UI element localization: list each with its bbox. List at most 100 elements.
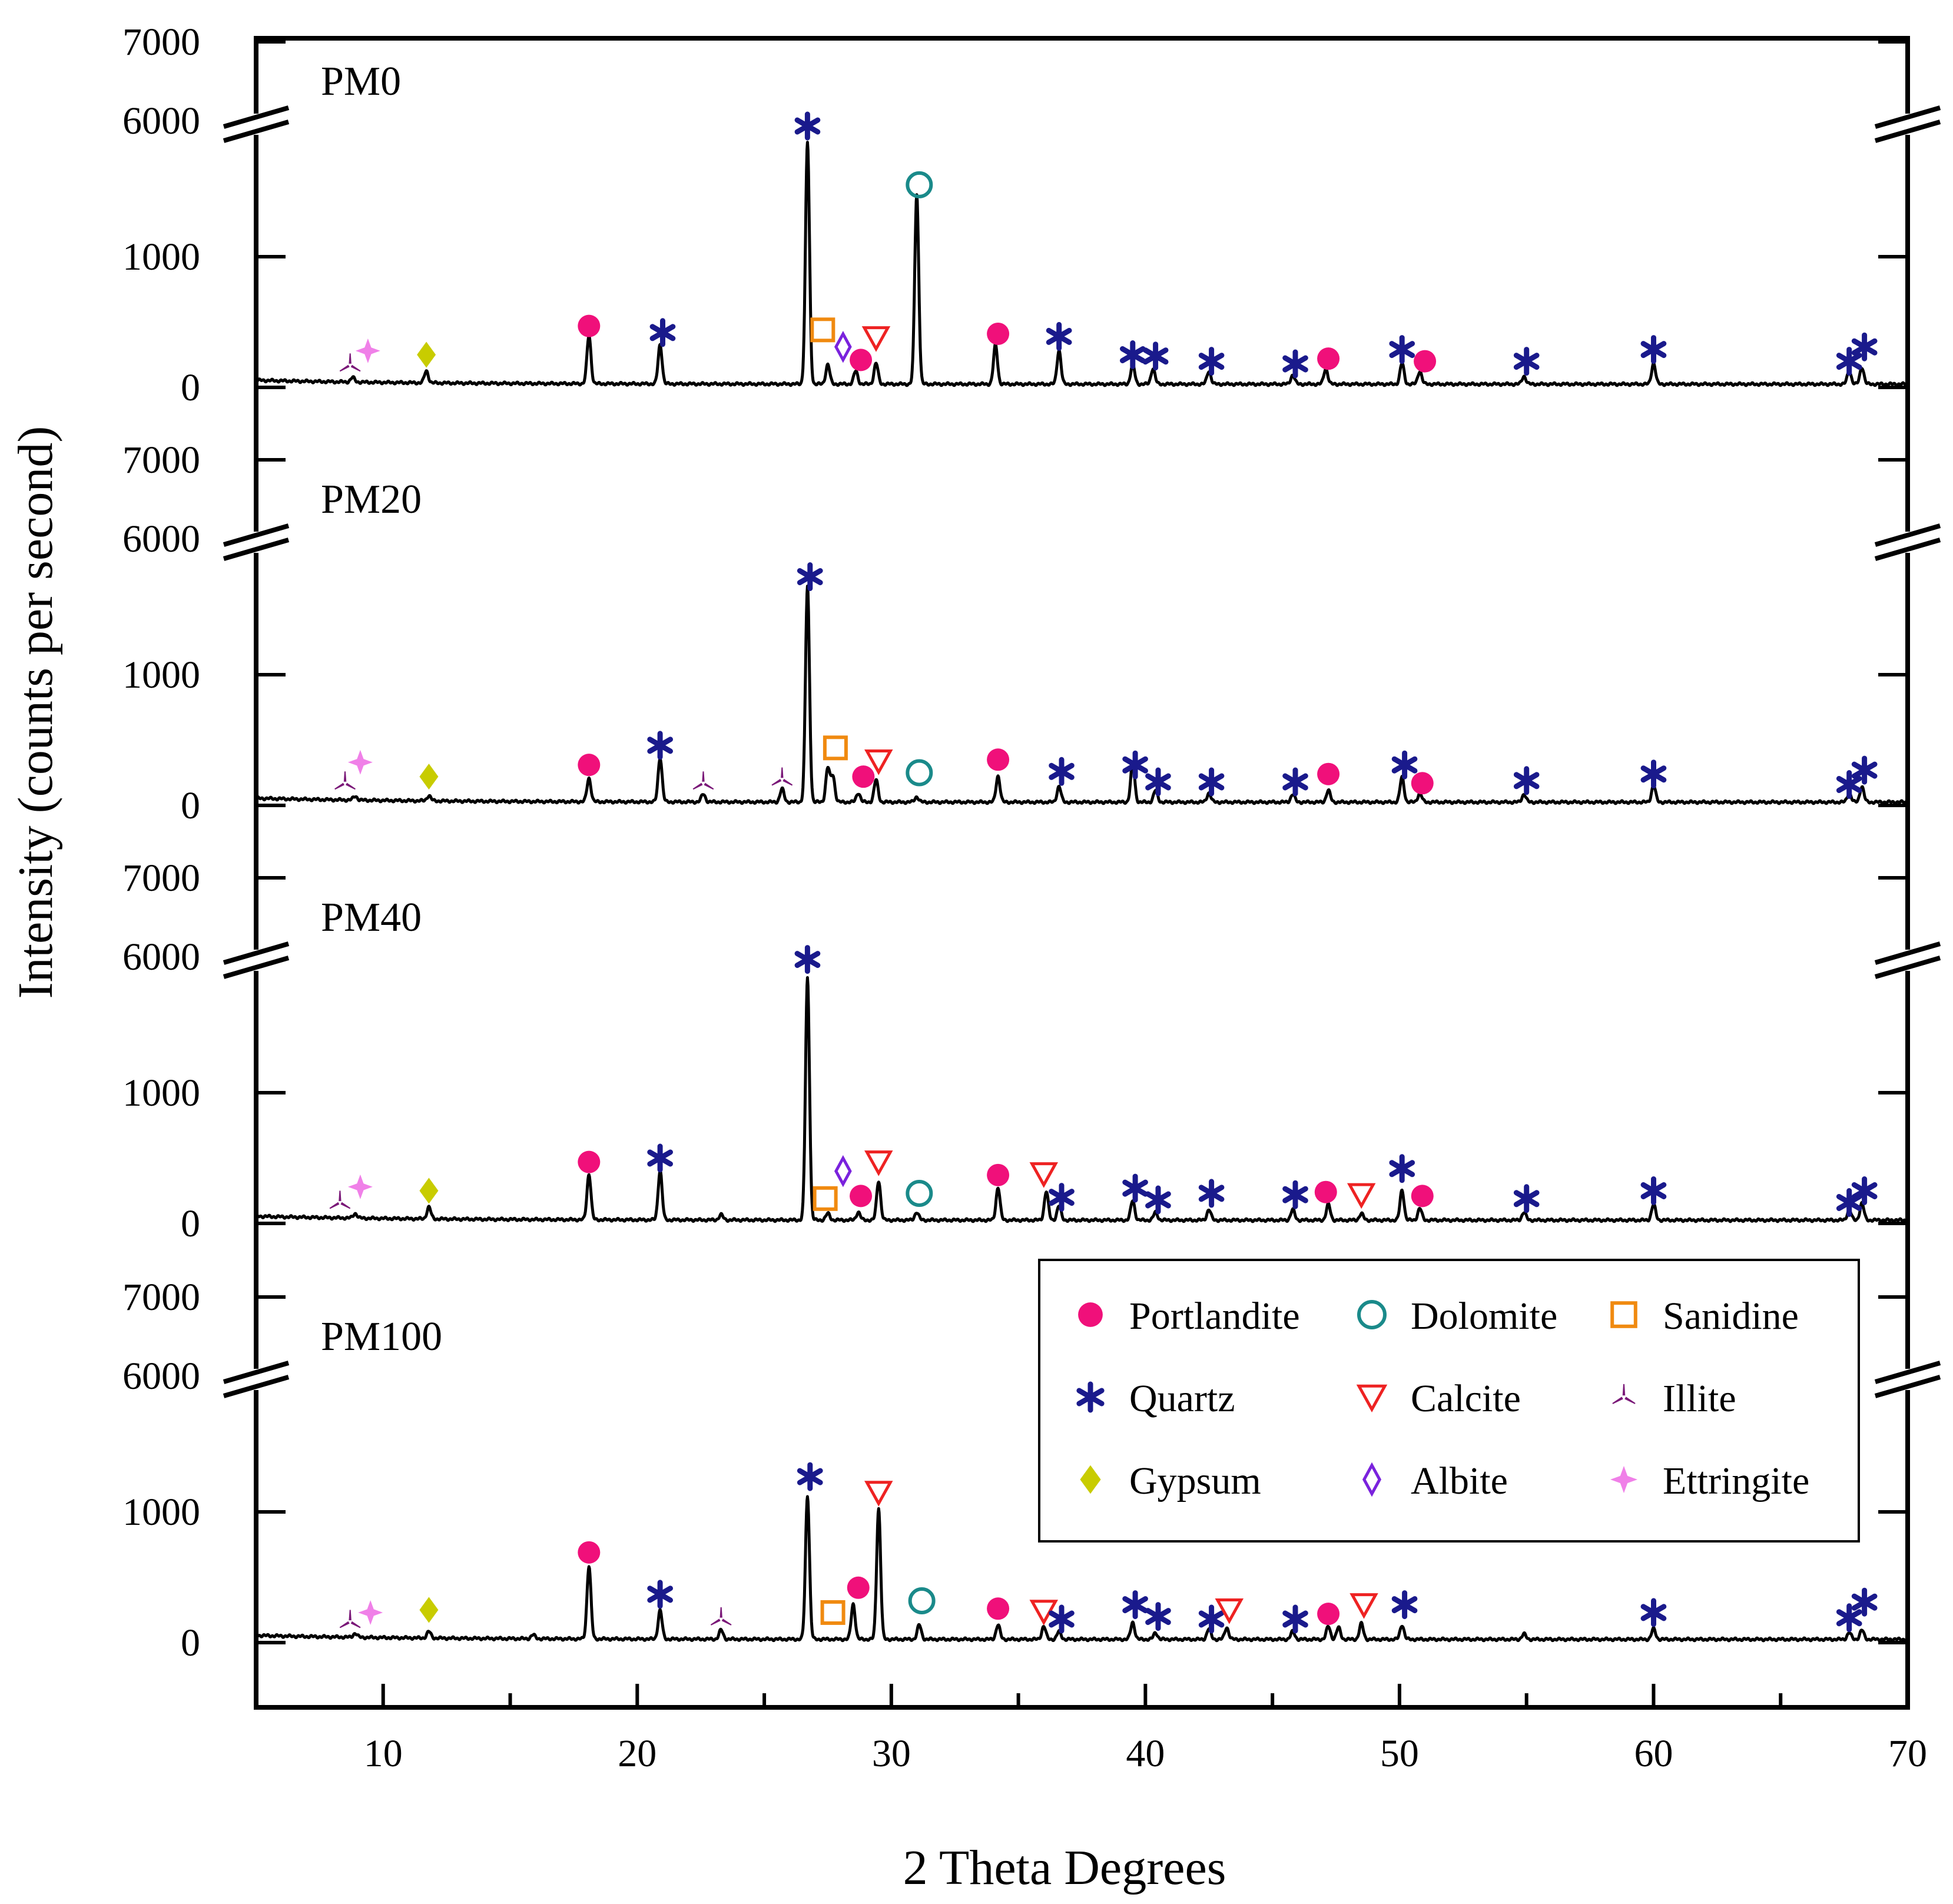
pm100-quartz-marker [1198, 1604, 1225, 1634]
phase-markers [329, 111, 1878, 1634]
legend-dolomite-marker [1357, 1300, 1387, 1329]
quartz-marker-shape [1851, 755, 1878, 785]
calcite-marker-shape [864, 749, 893, 775]
pm20-quartz-marker [1851, 755, 1878, 785]
y-break-mark-a-pm40-right [1874, 941, 1941, 965]
pm40-sanidine-marker [813, 1186, 838, 1211]
pm0-ettringite-marker [355, 338, 380, 363]
pm20-portlandite-marker [852, 765, 875, 788]
albite-marker-shape [834, 1155, 852, 1187]
pm100-quartz-marker [1049, 1604, 1075, 1634]
pm20-quartz-marker [1836, 770, 1862, 799]
quartz-marker-shape [1513, 1184, 1540, 1213]
dolomite-marker-shape [1357, 1300, 1387, 1329]
pm40-quartz-marker [1122, 1173, 1148, 1203]
quartz-marker-shape [647, 1143, 673, 1173]
quartz-marker-shape [1836, 347, 1862, 376]
gypsum-marker-shape [419, 764, 439, 790]
ettringite-marker-shape [1610, 1465, 1638, 1494]
portlandite-marker-shape [578, 1541, 601, 1564]
pm0-quartz-marker [1120, 340, 1146, 369]
pm40-quartz-marker [647, 1143, 673, 1173]
portlandite-marker-shape [987, 322, 1010, 345]
quartz-marker-shape [1198, 767, 1225, 797]
pm100-quartz-marker [1122, 1590, 1148, 1620]
portlandite-marker-shape [1411, 772, 1434, 795]
pm40-quartz-marker [1513, 1184, 1540, 1213]
ettringite-marker-shape [358, 1600, 383, 1625]
y-break-mark-b-pm0-left [223, 120, 290, 143]
axes [254, 36, 1910, 1710]
quartz-marker-shape [797, 1462, 823, 1491]
y-break-mark-b-pm100-right [1874, 1375, 1941, 1398]
pm40-dolomite-marker [906, 1179, 933, 1207]
quartz-marker-shape [1851, 332, 1878, 361]
quartz-marker-shape [797, 562, 823, 591]
pm20-sanidine-marker [823, 735, 848, 761]
pm0-quartz-marker [794, 111, 821, 141]
legend-box [1038, 1259, 1860, 1543]
pm0-quartz-marker [1851, 332, 1878, 361]
pm0-quartz-marker [1836, 347, 1862, 376]
panel-labels: PM0 PM20 PM40 PM100 [321, 59, 442, 1359]
y-break-mark-b-pm20-right [1874, 538, 1941, 561]
quartz-marker-shape [1122, 1173, 1148, 1203]
legend-portlandite-marker [1078, 1302, 1103, 1327]
quartz-marker-shape [1391, 1590, 1418, 1620]
portlandite-marker-shape [1314, 1180, 1337, 1203]
portlandite-marker-shape [1411, 1185, 1434, 1208]
calcite-marker-shape [861, 326, 891, 352]
legend-dolomite-label: Dolomite [1411, 1295, 1557, 1338]
y-tick-label-pm0-6000: 6000 [122, 99, 200, 142]
pattern-pm0 [255, 141, 1908, 387]
y-tick-label-pm0-0: 0 [181, 366, 200, 409]
calcite-marker-shape [1356, 1384, 1388, 1413]
quartz-marker-shape [1282, 1604, 1308, 1634]
illite-marker-shape [329, 1190, 351, 1209]
pm20-quartz-marker [1640, 759, 1667, 789]
y-tick-label-pm0-7000: 7000 [122, 21, 200, 64]
pm40-portlandite-marker [987, 1163, 1010, 1186]
pm100-quartz-marker [1640, 1598, 1667, 1627]
pm20-quartz-marker [1282, 767, 1308, 797]
pm0-quartz-marker [1046, 321, 1072, 351]
illite-marker-shape [339, 353, 361, 372]
pm0-quartz-marker [1282, 349, 1308, 379]
quartz-marker-shape [1640, 1598, 1667, 1627]
illite-marker-shape [1612, 1384, 1636, 1404]
y-tick-label-pm20-0: 0 [181, 784, 200, 827]
pm40-quartz-marker [1851, 1176, 1878, 1205]
pm100-ettringite-marker [358, 1600, 383, 1625]
y-break-mark-a-pm100-right [1874, 1361, 1941, 1384]
pm40-portlandite-marker [578, 1150, 601, 1173]
legend-gypsum-label: Gypsum [1129, 1459, 1261, 1502]
y-break-mark-a-pm20-left [223, 523, 290, 547]
pm40-calcite-marker [864, 1150, 893, 1176]
pm0-albite-marker [834, 330, 852, 363]
dolomite-marker-shape [906, 1179, 933, 1207]
albite-marker-shape [1362, 1462, 1382, 1497]
sanidine-marker-shape [820, 1600, 845, 1625]
y-tick-label-pm40-1000: 1000 [122, 1072, 200, 1114]
y-axis-title: Intensity (counts per second) [8, 426, 63, 999]
xrd-patterns [254, 141, 1909, 1643]
gypsum-marker-shape [1080, 1465, 1101, 1494]
pm40-illite-marker [329, 1190, 351, 1209]
legend-albite-label: Albite [1411, 1459, 1508, 1502]
pattern-pm40 [255, 976, 1908, 1223]
pm100-portlandite-marker [1317, 1603, 1340, 1626]
quartz-marker-shape [1145, 767, 1171, 797]
pm40-quartz-marker [1049, 1183, 1075, 1212]
panel-label-pm100: PM100 [321, 1314, 442, 1359]
pm20-quartz-marker [647, 731, 673, 760]
x-axis-title: 2 Theta Degrees [903, 1840, 1226, 1895]
pm100-calcite-marker [1349, 1593, 1378, 1619]
panel-label-pm20: PM20 [321, 477, 422, 522]
pm20-gypsum-marker [419, 764, 439, 790]
quartz-marker-shape [1389, 335, 1415, 364]
portlandite-marker-shape [1317, 1603, 1340, 1626]
pm0-sanidine-marker [810, 317, 835, 343]
y-break-mark-a-pm100-left [223, 1361, 290, 1384]
y-axis-ticks: 0 1000 6000 7000 0 1000 6000 7000 0 1000 6000 7000 0… [122, 21, 1941, 1664]
